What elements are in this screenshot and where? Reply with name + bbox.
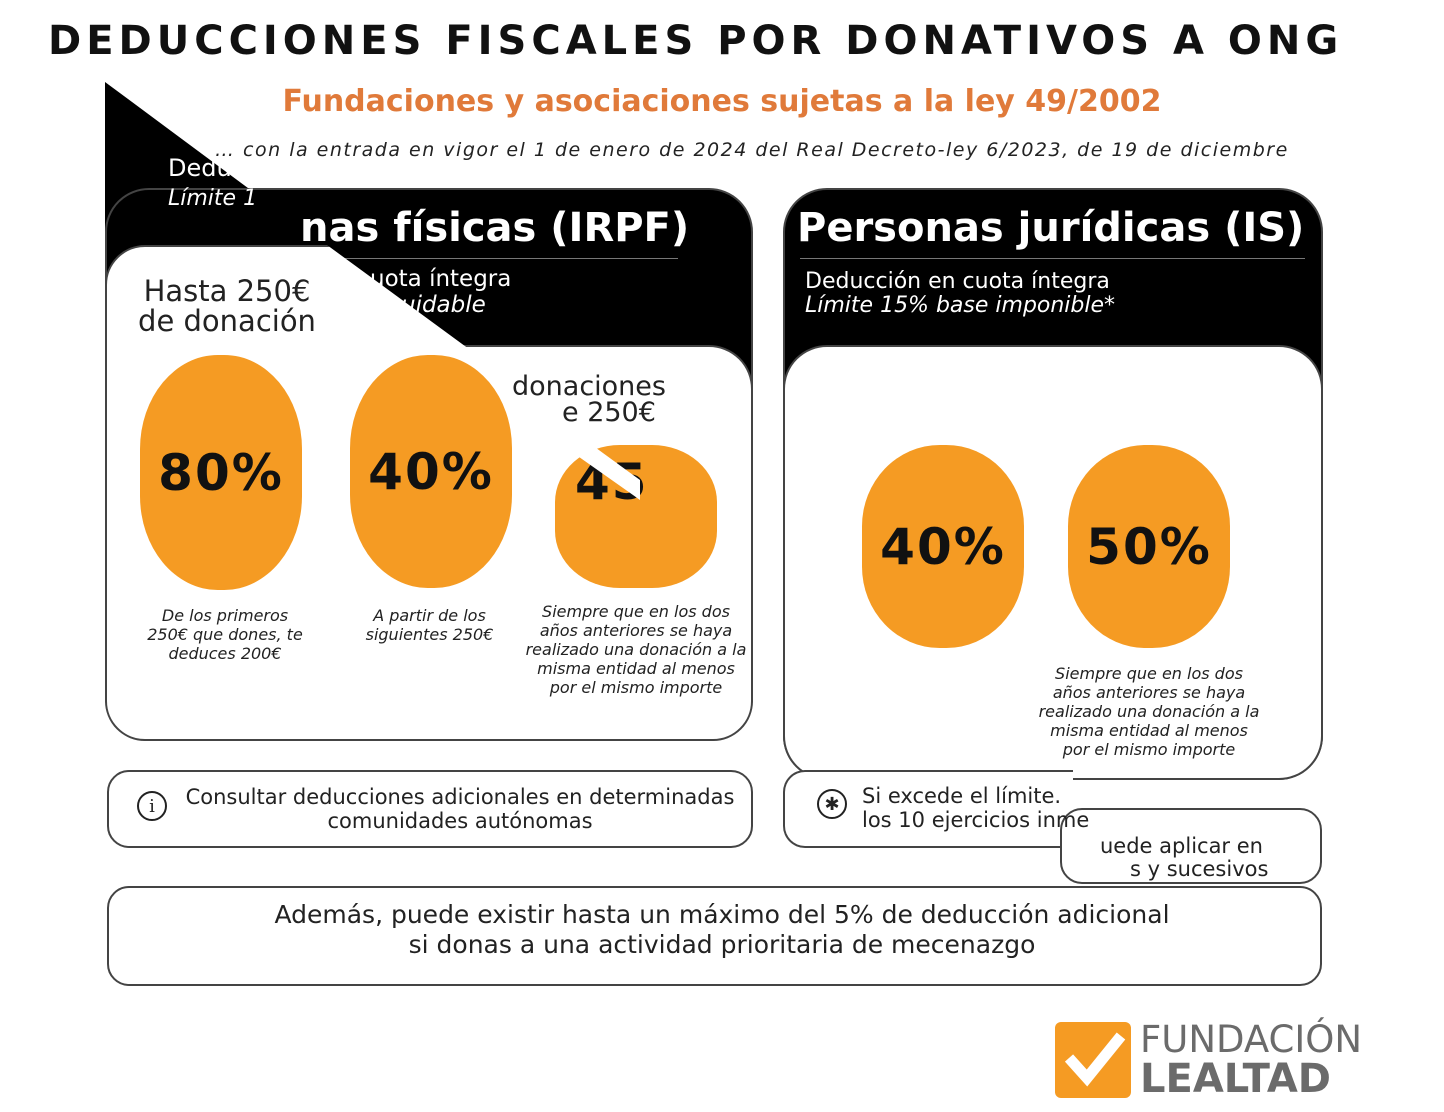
irpf-col3-label: donaciones e 250€ (512, 371, 666, 428)
irpf-title: nas físicas (IRPF) (300, 205, 690, 251)
main-title: DEDUCCIONES FISCALES POR DONATIVOS A ONG (48, 18, 1344, 64)
label-line: de donación (138, 304, 316, 338)
is-40-badge: 40% (862, 445, 1024, 648)
info-note-text: Consultar deducciones adicionales en det… (180, 785, 740, 833)
old-fragment-limite: Límite 1 (168, 186, 258, 211)
limit-line1: Si excede el límite. (862, 784, 1062, 808)
is-sub1: Deducción en cuota íntegra (805, 269, 1110, 294)
irpf-col1-label: Hasta 250€ de donación (105, 276, 349, 336)
note-line: comunidades autónomas (327, 809, 593, 833)
is-sub2: Límite 15% base imponible* (805, 293, 1116, 318)
label-line: donaciones (512, 371, 666, 402)
irpf-40-caption: A partir de los siguientes 250€ (365, 606, 494, 644)
limit-note-box-fragment (1060, 808, 1322, 884)
irpf-sub1: uota íntegra (370, 266, 512, 292)
irpf-80-badge: 80% (140, 355, 302, 590)
limit-line2: los 10 ejercicios inme (862, 808, 1090, 832)
limit-line3: uede aplicar en (1100, 834, 1263, 858)
logo-text-fundacion: FUNDACIÓN (1140, 1018, 1363, 1061)
info-icon: i (137, 791, 167, 821)
bottom-note-box (107, 886, 1322, 986)
asterisk-icon: ✱ (817, 789, 847, 819)
note-line: Además, puede existir hasta un máximo de… (274, 900, 1170, 929)
intro-text: … con la entrada en vigor el 1 de enero … (215, 139, 1289, 161)
info-note-box (107, 770, 753, 848)
note-line: si donas a una actividad prioritaria de … (408, 930, 1036, 959)
bottom-note-text: Además, puede existir hasta un máximo de… (107, 900, 1337, 960)
fundacion-lealtad-check-logo-icon (1055, 1022, 1131, 1098)
label-line: Hasta 250€ (143, 274, 311, 308)
is-title: Personas jurídicas (IS) (797, 205, 1305, 251)
logo-text-lealtad: LEALTAD (1140, 1056, 1331, 1102)
old-fragment-deduccion: Dedu (168, 154, 232, 182)
label-line: e 250€ (562, 397, 656, 428)
limit-line4: s y sucesivos (1130, 857, 1269, 881)
note-line: Consultar deducciones adicionales en det… (185, 785, 735, 809)
irpf-45-caption: Siempre que en los dos años anteriores s… (525, 602, 747, 697)
irpf-80-caption: De los primeros 250€ que dones, te deduc… (147, 606, 303, 663)
irpf-divider (300, 258, 678, 259)
is-divider (800, 258, 1305, 259)
irpf-40-badge: 40% (350, 355, 512, 588)
is-50-caption: Siempre que en los dos años anteriores s… (1038, 664, 1260, 759)
is-50-badge: 50% (1068, 445, 1230, 648)
subtitle: Fundaciones y asociaciones sujetas a la … (282, 84, 1162, 119)
